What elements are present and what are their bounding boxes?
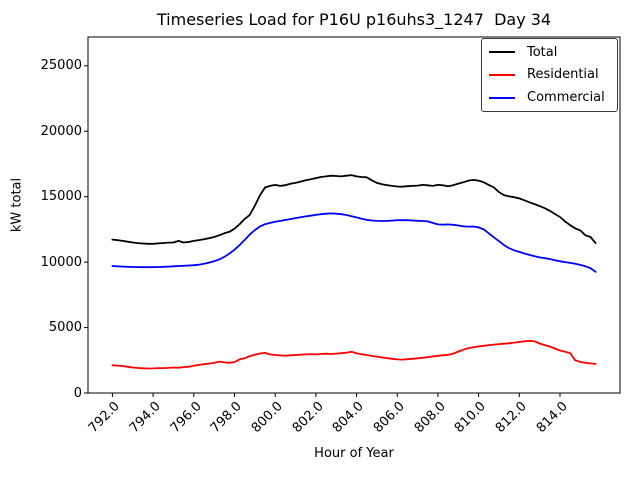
legend-entry-commercial: Commercial (482, 87, 617, 109)
y-tick-label: 0 (73, 385, 82, 401)
legend-label: Commercial (527, 90, 605, 106)
x-axis-label: Hour of Year (314, 446, 394, 461)
y-axis-label: kW total (9, 177, 25, 233)
series-line-total (111, 174, 597, 245)
commercial-line-swatch (489, 96, 515, 99)
y-tick-label: 10000 (40, 254, 82, 270)
y-tick-label: 25000 (40, 58, 82, 74)
y-tick-label: 5000 (48, 320, 82, 336)
legend-entry-residential: Residential (482, 64, 617, 86)
plot-frame (87, 36, 621, 394)
y-tick-label: 20000 (40, 123, 82, 139)
series-line-residential (111, 339, 597, 370)
chart-title: Timeseries Load for P16U p16uhs3_1247 Da… (156, 10, 552, 29)
total-line-swatch (489, 51, 515, 54)
legend-label: Residential (527, 67, 599, 83)
legend: Total Residential Commercial (481, 38, 618, 112)
legend-label: Total (527, 44, 558, 60)
series-line-commercial (111, 212, 597, 273)
legend-entry-total: Total (482, 41, 617, 63)
residential-line-swatch (489, 73, 515, 76)
y-tick-label: 15000 (40, 189, 82, 205)
